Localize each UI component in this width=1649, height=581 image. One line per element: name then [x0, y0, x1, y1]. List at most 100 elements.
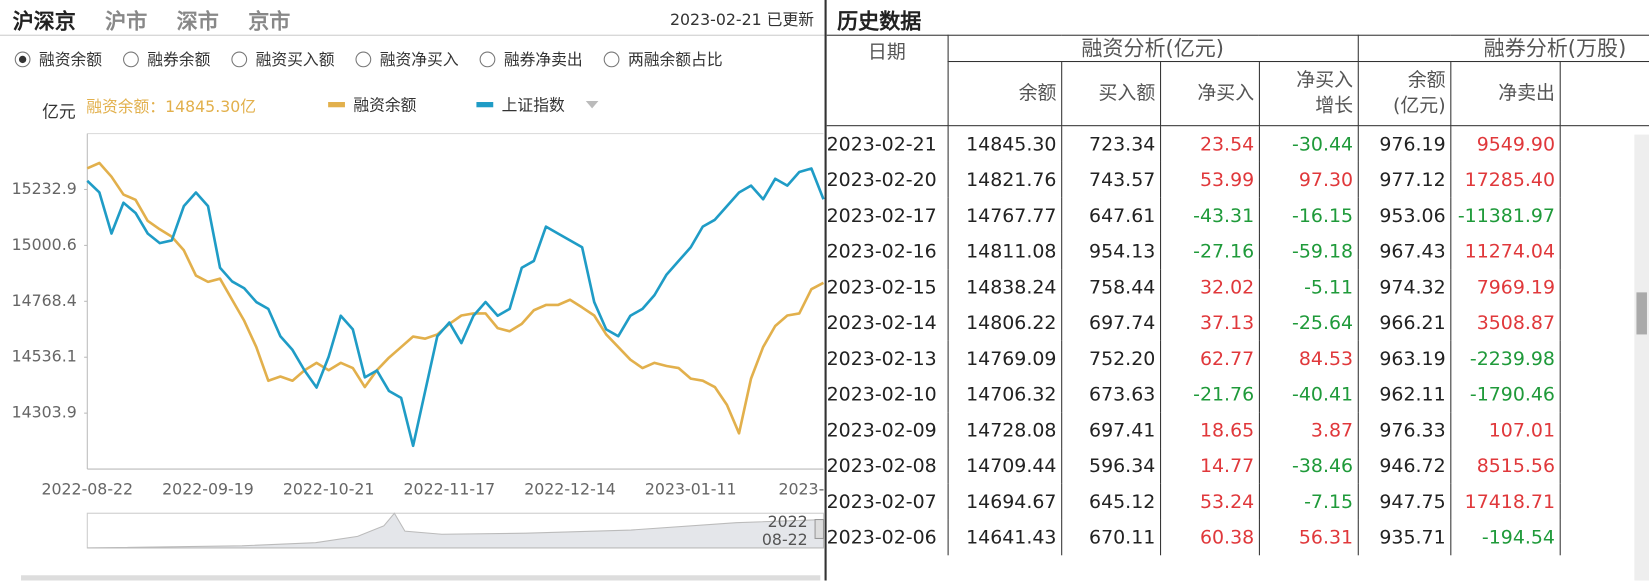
options: 融资余额 融券余额 融资买入额 融资净买入 融券净卖出 两融余额占比: [14, 48, 723, 70]
table-cell: 14.77: [1159, 448, 1259, 484]
table-cell: 18.65: [1159, 412, 1259, 449]
table-row[interactable]: 2023-02-16 14811.08 954.13 -27.16 -59.18 967.…: [826, 233, 1649, 270]
legend-label[interactable]: 融资余额: [353, 96, 416, 115]
table-cell: 8515.56: [1449, 448, 1560, 484]
radio-option[interactable]: 融资净买入: [355, 48, 459, 70]
unit-label: 亿元: [42, 102, 76, 122]
column-header: 余额 (亿元): [1357, 60, 1451, 127]
table-cell: 14811.08: [947, 233, 1062, 270]
table-cell: 14821.76: [947, 161, 1062, 198]
table-cell: 974.32: [1357, 269, 1451, 305]
table-cell: 962.11: [1357, 376, 1451, 413]
table-cell: 977.12: [1357, 161, 1451, 198]
table-cell: -21.76: [1159, 376, 1259, 413]
y-tick-label: 14303.9: [12, 403, 77, 422]
table-row[interactable]: 2023-02-13 14769.09 752.20 62.77 84.53 963.19…: [827, 340, 1649, 377]
table-row[interactable]: 2023-02-10 14706.32 673.63 -21.76 -40.41 962.…: [827, 376, 1649, 413]
option-label: 融资余额: [38, 50, 103, 70]
table-row[interactable]: 2023-02-17 14767.77 647.61 -43.31 -16.15 953.…: [827, 197, 1649, 234]
legend-label[interactable]: 上证指数: [502, 96, 565, 115]
table-cell: 963.19: [1357, 340, 1451, 377]
table-row[interactable]: 2023-02-14 14806.22 697.74 37.13 -25.64 966.2…: [827, 304, 1649, 341]
radio-option[interactable]: 融券余额: [123, 48, 210, 70]
table-cell: -43.31: [1159, 197, 1259, 234]
table-cell: -5.11: [1258, 269, 1358, 305]
y-tick-label: 15000.6: [12, 235, 77, 254]
table-cell: 697.74: [1060, 304, 1161, 341]
table-cell: 2023-02-15: [826, 276, 937, 299]
scrollbar[interactable]: [21, 575, 821, 581]
radio-option[interactable]: 融资买入额: [231, 48, 334, 70]
table-cell: 84.53: [1258, 340, 1358, 377]
radio[interactable]: [479, 51, 496, 68]
navigator-handle[interactable]: [814, 519, 825, 539]
table-cell: 947.75: [1357, 483, 1451, 520]
x-tick-label: 2022-09-19: [162, 480, 254, 499]
radio[interactable]: [123, 51, 139, 68]
table-cell: 14806.22: [947, 304, 1062, 341]
radio[interactable]: [14, 51, 31, 68]
table-row[interactable]: 2023-02-20 14821.76 743.57 53.99 97.30 977.12…: [827, 161, 1649, 198]
table-row[interactable]: 2023-02-15 14838.24 758.44 32.02 -5.11 974.32…: [827, 269, 1649, 305]
scroll-thumb[interactable]: [1636, 292, 1647, 335]
table-cell: 14767.77: [947, 197, 1062, 234]
header-row: 日期 融资分析(亿元) 融券分析(万股): [826, 34, 1649, 127]
table-cell: 14838.24: [947, 269, 1062, 305]
option-label: 融资净买入: [379, 50, 459, 70]
y-tick-label: 15232.9: [12, 179, 77, 198]
table-cell: -1897: [1559, 376, 1649, 413]
table-cell: 670.11: [1060, 519, 1161, 556]
table-row[interactable]: 2023-02-09 14728.08 697.41 18.65 3.87 976.33 1…: [827, 412, 1649, 449]
table-row[interactable]: 2023-02-21 14845.30 723.34 23.54 -30.44 976.1…: [827, 125, 1649, 162]
table-cell: 62.77: [1159, 340, 1259, 377]
tab[interactable]: 京市: [248, 8, 291, 34]
table-cell: 14845.30: [947, 125, 1062, 162]
table-cell: 954.13: [1060, 233, 1161, 270]
date-header: 日期: [826, 34, 949, 127]
table-cell: 107.01: [1449, 412, 1560, 449]
table-cell: 23.54: [1159, 125, 1259, 162]
table-row[interactable]: 2023-02-08 14709.44 596.34 14.77 -38.46 946.7…: [827, 448, 1649, 484]
table-cell: 14694.67: [947, 483, 1062, 520]
table-body: 2023-02-21 14845.30 723.34 23.54 -30.44 976.1…: [826, 125, 1649, 556]
radio[interactable]: [355, 51, 372, 68]
radio[interactable]: [603, 51, 620, 68]
table-cell: 14706.32: [947, 376, 1062, 413]
header-line: 买入额: [1098, 82, 1156, 105]
table-cell: 2023-02-06: [826, 526, 937, 549]
radio-option[interactable]: 两融余额占比: [603, 48, 723, 70]
legend-swatch[interactable]: [476, 102, 494, 108]
table-row[interactable]: 2023-02-06 14641.43 670.11 60.38 56.31 935.71…: [826, 519, 1649, 556]
scrollbar[interactable]: [1634, 134, 1649, 581]
table-cell: -11381.97: [1449, 197, 1560, 234]
table-cell: -38.46: [1258, 448, 1358, 484]
table-cell: 32.02: [1159, 269, 1259, 305]
table-cell: 17418.71: [1449, 483, 1560, 520]
table-head: 日期 融资分析(亿元) 融券分析(万股) 余额 买入额 净买入 净买入 增长 余额 (亿元) 净卖出…: [826, 34, 1649, 127]
table-cell: 14641.43: [947, 519, 1062, 556]
table-cell: -16.15: [1258, 197, 1358, 234]
legend-swatch[interactable]: [328, 102, 345, 108]
tab[interactable]: 沪深京: [12, 8, 76, 34]
header-line: 净买入: [1296, 69, 1354, 92]
table-cell: -40.41: [1258, 376, 1358, 413]
radio[interactable]: [231, 51, 248, 68]
header-line: 余额: [1018, 82, 1057, 105]
table-cell: 645.12: [1060, 483, 1161, 520]
x-tick-label: 2022-10-21: [283, 480, 375, 499]
table-cell: 5748: [1559, 304, 1649, 341]
table-cell: -22656: [1559, 197, 1649, 234]
table-cell: 14709.44: [947, 448, 1062, 484]
table-cell: 2023-02-16: [826, 240, 937, 263]
table-row[interactable]: 2023-02-07 14694.67 645.12 53.24 -7.15 947.75…: [827, 483, 1649, 520]
header-line: 增长: [1315, 94, 1354, 117]
table-cell: 976.19: [1357, 125, 1451, 162]
radio-option[interactable]: 融资余额: [14, 48, 103, 70]
table-cell: 752.20: [1060, 340, 1161, 377]
radio-option[interactable]: 融券净卖出: [479, 48, 583, 70]
tab[interactable]: 深市: [176, 8, 219, 34]
tab[interactable]: 沪市: [105, 8, 148, 34]
group-header: 融资分析(亿元): [947, 34, 1359, 63]
dropdown-arrow[interactable]: [585, 100, 599, 109]
